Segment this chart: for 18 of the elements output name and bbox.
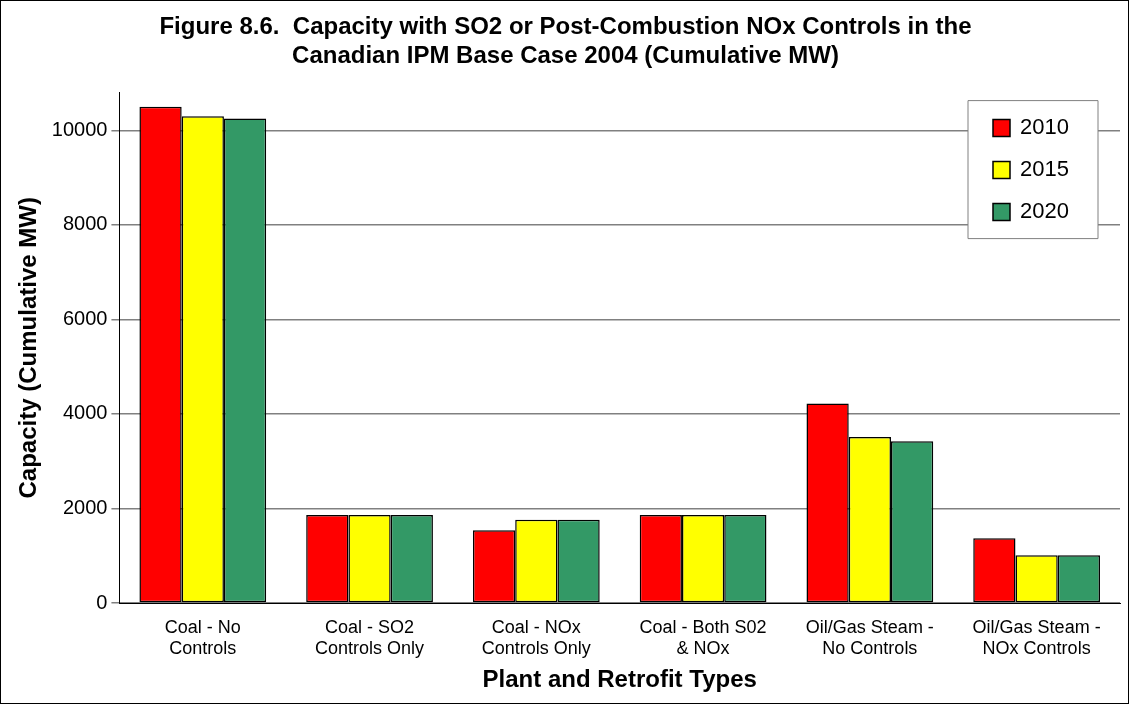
y-axis-title: Capacity (Cumulative MW) xyxy=(14,197,42,499)
x-tick-label: Coal - No Controls xyxy=(164,616,241,659)
y-tick-label: 8000 xyxy=(62,212,108,235)
x-tick-label: Oil/Gas Steam - No Controls xyxy=(805,616,934,659)
x-tick-label: Coal - Both S02 & NOx xyxy=(639,616,767,659)
x-tick-label: Oil/Gas Steam - NOx Controls xyxy=(972,616,1101,659)
y-tick-label: 6000 xyxy=(62,306,108,329)
y-tick-label: 0 xyxy=(96,590,108,613)
x-tick-label: Coal - SO2 Controls Only xyxy=(315,616,425,659)
y-tick-label: 4000 xyxy=(62,401,108,424)
y-tick-label: 2000 xyxy=(62,496,108,518)
x-tick-label: Coal - NOx Controls Only xyxy=(481,616,591,659)
chart-title: Figure 8.6. Capacity with SO2 or Post-Combustion NOx Controls in the Canadian IPM Base Case 2004 (Cumulative MW) xyxy=(159,12,972,68)
x-axis-title: Plant and Retrofit Types xyxy=(482,665,757,693)
legend-label: 2010 xyxy=(1020,113,1069,139)
legend-label: 2015 xyxy=(1020,155,1069,181)
legend-label: 2020 xyxy=(1020,197,1069,223)
y-tick-label: 10000 xyxy=(51,117,108,140)
